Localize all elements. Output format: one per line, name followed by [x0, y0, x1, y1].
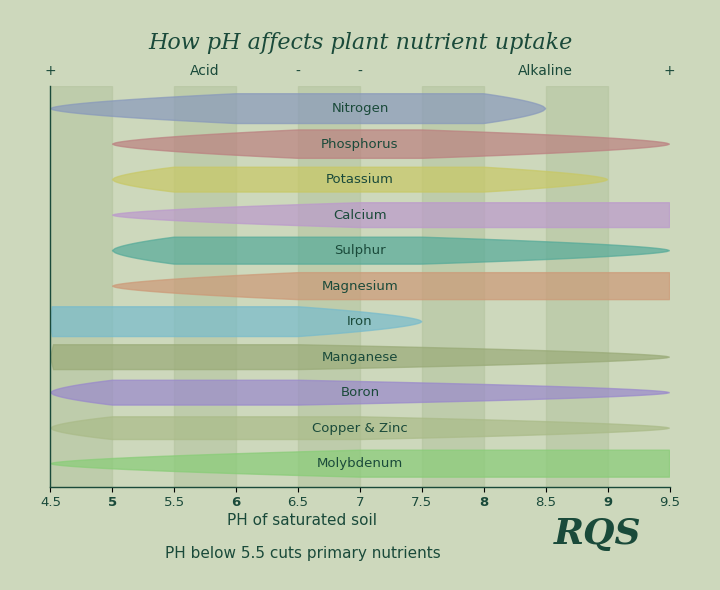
Bar — [298, 86, 360, 487]
Polygon shape — [112, 167, 608, 192]
Text: Calcium: Calcium — [333, 209, 387, 222]
Text: +: + — [45, 64, 56, 78]
Text: Potassium: Potassium — [326, 173, 394, 186]
Text: Alkaline: Alkaline — [518, 64, 573, 78]
Text: -: - — [358, 64, 362, 78]
Polygon shape — [50, 94, 546, 123]
Bar — [50, 86, 112, 487]
Text: Acid: Acid — [190, 64, 220, 78]
Polygon shape — [50, 307, 422, 336]
Polygon shape — [50, 380, 670, 405]
Text: +: + — [664, 64, 675, 78]
Text: PH below 5.5 cuts primary nutrients: PH below 5.5 cuts primary nutrients — [165, 546, 440, 560]
Polygon shape — [50, 450, 670, 477]
Text: PH of saturated soil: PH of saturated soil — [228, 513, 377, 528]
Text: Molybdenum: Molybdenum — [317, 457, 403, 470]
Polygon shape — [112, 203, 670, 228]
Bar — [174, 86, 236, 487]
Text: Sulphur: Sulphur — [334, 244, 386, 257]
Bar — [422, 86, 484, 487]
Polygon shape — [112, 237, 670, 264]
Text: -: - — [296, 64, 300, 78]
Text: Iron: Iron — [347, 315, 373, 328]
Text: Copper & Zinc: Copper & Zinc — [312, 422, 408, 435]
Text: Phosphorus: Phosphorus — [321, 137, 399, 150]
Text: RQS: RQS — [554, 517, 642, 551]
Text: Boron: Boron — [341, 386, 379, 399]
Text: Nitrogen: Nitrogen — [331, 102, 389, 115]
Polygon shape — [112, 130, 670, 158]
Polygon shape — [50, 417, 670, 440]
Bar — [546, 86, 608, 487]
Text: Magnesium: Magnesium — [322, 280, 398, 293]
Polygon shape — [50, 345, 670, 369]
Polygon shape — [112, 273, 670, 300]
Text: How pH affects plant nutrient uptake: How pH affects plant nutrient uptake — [148, 32, 572, 54]
Text: Manganese: Manganese — [322, 350, 398, 363]
